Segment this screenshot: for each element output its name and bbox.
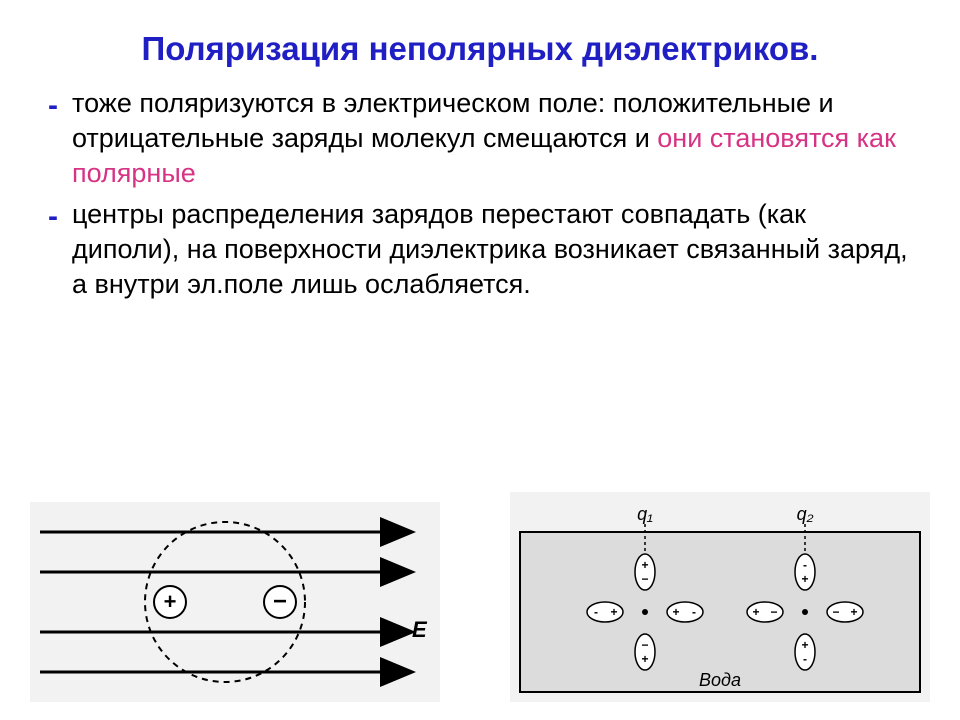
bullet-list: тоже поляризуются в электрическом поле: …	[30, 86, 930, 303]
svg-text:+: +	[801, 572, 808, 586]
svg-text:E: E	[412, 617, 428, 642]
svg-text:-: -	[803, 558, 807, 572]
svg-text:-: -	[803, 652, 807, 666]
svg-text:+: +	[641, 558, 648, 572]
svg-text:+: +	[610, 605, 617, 619]
svg-text:+: +	[850, 605, 857, 619]
list-item: тоже поляризуются в электрическом поле: …	[40, 86, 920, 191]
svg-text:-: -	[594, 605, 598, 619]
svg-text:Вода: Вода	[699, 670, 741, 690]
list-item: центры распределения зарядов перестают с…	[40, 197, 920, 302]
svg-text:+: +	[672, 605, 679, 619]
svg-text:−: −	[832, 605, 839, 619]
svg-text:−: −	[641, 572, 648, 586]
svg-text:q₁: q₁	[637, 504, 653, 524]
svg-text:-: -	[692, 605, 696, 619]
svg-text:+: +	[164, 589, 177, 614]
svg-text:+: +	[801, 638, 808, 652]
svg-text:−: −	[641, 638, 648, 652]
figures-row: E+− q₁q₂+−−+-++--++-+−−+Вода	[30, 492, 930, 702]
svg-text:+: +	[752, 605, 759, 619]
svg-text:q₂: q₂	[797, 504, 814, 524]
bullet-text-pre: центры распределения зарядов перестают с…	[72, 199, 908, 299]
figure-dipole-in-field: E + −	[30, 502, 440, 702]
slide-title: Поляризация неполярных диэлектриков.	[30, 30, 930, 68]
svg-text:+: +	[641, 652, 648, 666]
svg-text:−: −	[273, 588, 287, 615]
figure-water-container: q₁q₂+−−+-++--++-+−−+Вода	[510, 492, 930, 702]
svg-text:−: −	[770, 605, 777, 619]
